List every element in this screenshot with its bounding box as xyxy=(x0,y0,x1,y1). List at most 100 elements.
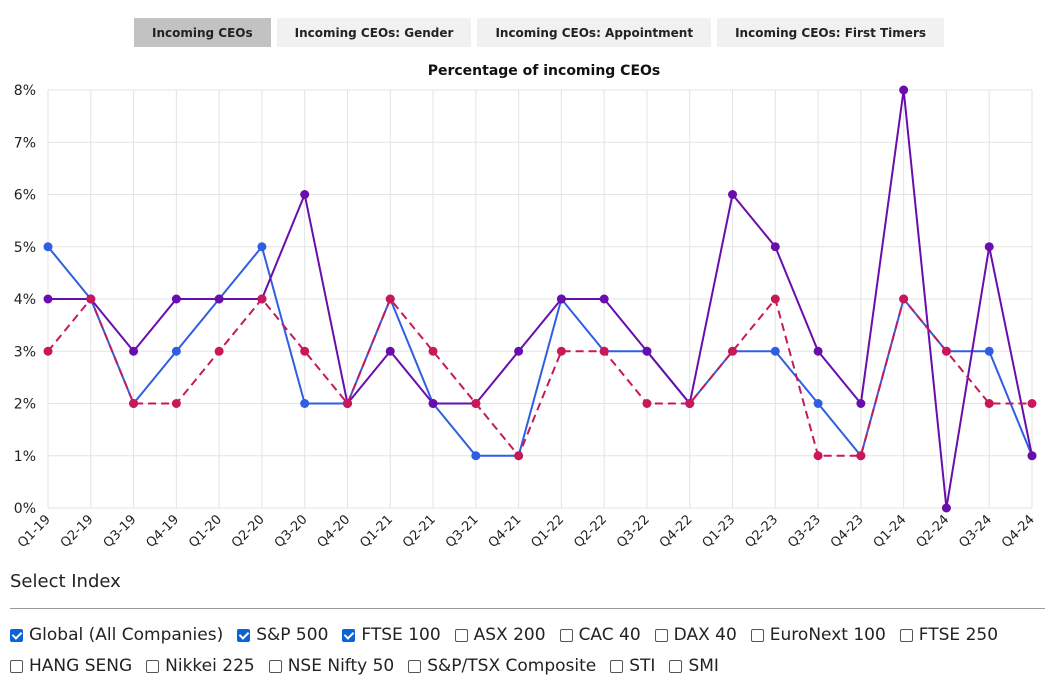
series-2-point xyxy=(685,399,695,408)
checkbox-global[interactable]: Global (All Companies) xyxy=(10,624,223,646)
checkbox-euronext100[interactable]: EuroNext 100 xyxy=(750,624,886,646)
x-tick-label: Q2-22 xyxy=(571,512,610,551)
series-2-point xyxy=(342,399,352,408)
series-line-0 xyxy=(47,245,1033,457)
y-tick-label: 5% xyxy=(14,240,36,256)
checkbox-dax40-box[interactable] xyxy=(654,628,668,642)
checkbox-sti-box[interactable] xyxy=(610,659,624,673)
series-0-point xyxy=(171,346,181,356)
checkbox-label: S&P 500 xyxy=(256,625,329,645)
checkbox-label: SMI xyxy=(688,656,719,676)
checkbox-cac40[interactable]: CAC 40 xyxy=(559,624,641,646)
y-tick-label: 7% xyxy=(14,135,36,151)
x-tick-label: Q2-23 xyxy=(742,512,781,551)
series-0-point xyxy=(43,242,53,252)
y-tick-label: 4% xyxy=(14,292,36,308)
series-1-point xyxy=(899,85,909,95)
checkbox-tsx-box[interactable] xyxy=(408,659,422,673)
series-1-point xyxy=(300,190,310,199)
series-2-point xyxy=(471,399,481,408)
checkbox-ftse250-box[interactable] xyxy=(899,628,913,642)
tab-incoming-ceos-gender[interactable]: Incoming CEOs: Gender xyxy=(276,18,472,47)
checkbox-asx200-box[interactable] xyxy=(454,628,468,642)
series-2-point xyxy=(214,346,224,356)
checkbox-hangseng-box[interactable] xyxy=(10,659,23,673)
checkbox-label: EuroNext 100 xyxy=(769,625,886,645)
y-tick-label: 1% xyxy=(14,449,36,465)
series-2-point xyxy=(899,294,909,304)
checkbox-label: Nikkei 225 xyxy=(165,656,255,676)
series-1-point xyxy=(984,242,994,252)
tab-incoming-ceos-appointment[interactable]: Incoming CEOs: Appointment xyxy=(477,18,712,47)
series-1-point xyxy=(941,503,951,513)
checkbox-ftse100-box[interactable] xyxy=(342,628,356,642)
series-1-point xyxy=(856,399,866,408)
x-tick-label: Q2-20 xyxy=(229,512,268,551)
series-2-point xyxy=(642,399,652,408)
x-tick-label: Q1-20 xyxy=(186,512,225,551)
y-tick-label: 0% xyxy=(14,501,36,517)
checkbox-euronext100-box[interactable] xyxy=(750,628,764,642)
checkbox-hangseng[interactable]: HANG SENG xyxy=(10,655,132,677)
checkbox-ftse100[interactable]: FTSE 100 xyxy=(342,624,441,646)
select-index-title: Select Index xyxy=(10,571,121,592)
series-2-point xyxy=(728,346,738,356)
series-1-point xyxy=(43,294,53,304)
tab-bar: Incoming CEOs Incoming CEOs: Gender Inco… xyxy=(134,18,944,47)
series-1-point xyxy=(129,346,139,356)
checkbox-label: Global (All Companies) xyxy=(29,625,224,645)
series-2-point xyxy=(813,451,823,461)
checkbox-smi-box[interactable] xyxy=(669,659,683,673)
checkbox-nikkei225-box[interactable] xyxy=(146,659,160,673)
checkbox-dax40[interactable]: DAX 40 xyxy=(654,624,737,646)
checkbox-nifty50[interactable]: NSE Nifty 50 xyxy=(268,655,394,677)
series-2-point xyxy=(556,346,566,356)
series-1-point xyxy=(556,294,566,304)
checkbox-smi[interactable]: SMI xyxy=(669,655,719,677)
checkbox-label: ASX 200 xyxy=(473,625,546,645)
x-tick-label: Q2-24 xyxy=(914,512,953,551)
series-2-point xyxy=(385,294,395,304)
chart-title: Percentage of incoming CEOs xyxy=(428,63,661,79)
series-1-point xyxy=(514,346,524,356)
index-checkbox-list: Global (All Companies) S&P 500 FTSE 100 … xyxy=(10,624,1050,677)
checkbox-sti[interactable]: STI xyxy=(610,655,655,677)
tab-incoming-ceos-first-timers[interactable]: Incoming CEOs: First Timers xyxy=(717,18,944,47)
series-2-point xyxy=(428,346,438,356)
y-tick-label: 8% xyxy=(14,83,36,99)
tab-incoming-ceos[interactable]: Incoming CEOs xyxy=(134,18,271,47)
series-line-1 xyxy=(48,89,1033,509)
series-2-point xyxy=(514,451,524,461)
series-2-point xyxy=(984,399,994,408)
series-0-point xyxy=(300,399,310,408)
x-tick-label: Q4-24 xyxy=(999,512,1038,551)
series-1-point xyxy=(770,242,780,252)
series-1-point xyxy=(642,346,652,356)
series-0-point xyxy=(813,399,823,408)
series-0-point xyxy=(257,242,267,252)
series-1-point xyxy=(171,294,181,304)
y-tick-label: 2% xyxy=(14,397,36,413)
checkbox-label: HANG SENG xyxy=(29,656,133,676)
checkbox-global-box[interactable] xyxy=(10,628,23,642)
x-tick-label: Q1-22 xyxy=(529,512,568,551)
x-tick-label: Q3-23 xyxy=(785,512,824,551)
series-0-point xyxy=(770,346,780,356)
checkbox-nifty50-box[interactable] xyxy=(268,659,282,673)
x-tick-label: Q2-21 xyxy=(400,512,439,551)
checkbox-sp500-box[interactable] xyxy=(237,628,251,642)
y-tick-label: 6% xyxy=(14,188,36,204)
x-tick-label: Q4-21 xyxy=(486,512,525,551)
series-1-point xyxy=(428,399,438,408)
checkbox-tsx[interactable]: S&P/TSX Composite xyxy=(408,655,596,677)
divider xyxy=(10,608,1045,609)
checkbox-nikkei225[interactable]: Nikkei 225 xyxy=(146,655,255,677)
checkbox-sp500[interactable]: S&P 500 xyxy=(237,624,328,646)
checkbox-ftse250[interactable]: FTSE 250 xyxy=(899,624,998,646)
series-2-point xyxy=(171,399,181,408)
checkbox-asx200[interactable]: ASX 200 xyxy=(454,624,546,646)
x-tick-label: Q3-20 xyxy=(272,512,311,551)
checkbox-cac40-box[interactable] xyxy=(559,628,573,642)
checkbox-label: S&P/TSX Composite xyxy=(427,656,597,676)
x-tick-label: Q1-24 xyxy=(871,512,910,551)
